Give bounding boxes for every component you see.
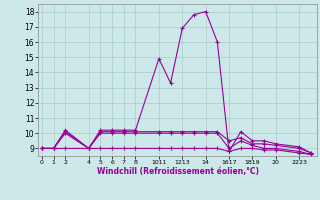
- X-axis label: Windchill (Refroidissement éolien,°C): Windchill (Refroidissement éolien,°C): [97, 167, 259, 176]
